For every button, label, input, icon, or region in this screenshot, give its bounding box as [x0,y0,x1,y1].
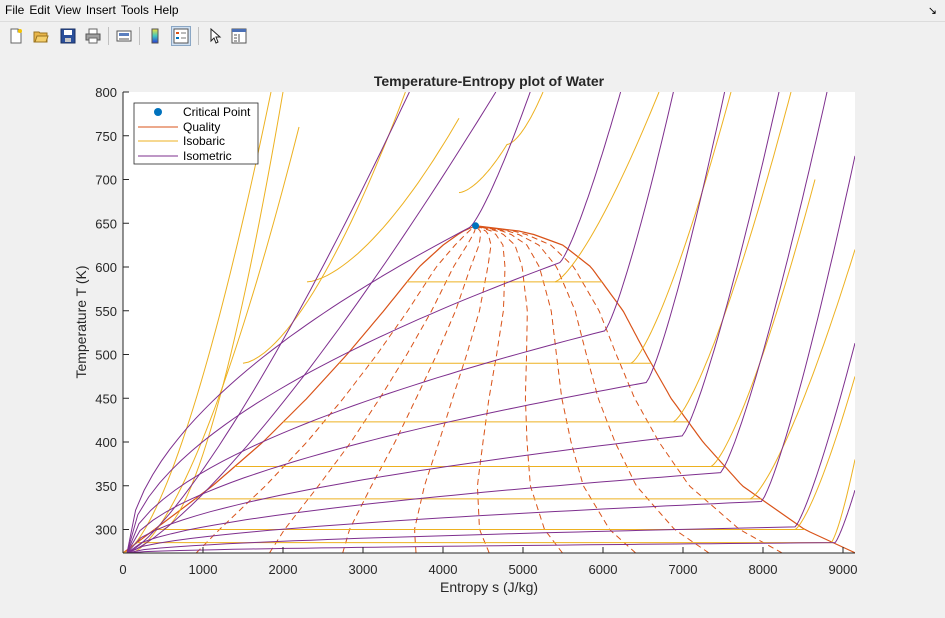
link-plot-icon[interactable] [114,26,134,46]
open-file-icon[interactable] [31,26,51,46]
print-icon[interactable] [83,26,103,46]
isometric-line [126,92,410,553]
toolbar [0,21,945,50]
isobar-vapor-line [830,459,855,543]
x-tick-label: 1000 [189,562,218,577]
isobar-vapor-line [554,92,660,283]
quality-line [475,225,710,553]
x-tick-label: 5000 [509,562,538,577]
x-tick-label: 7000 [669,562,698,577]
critical-point-marker [472,222,480,230]
toolbar-separator [198,27,199,45]
isometric-line [126,342,855,553]
legend-icon[interactable] [171,26,191,46]
y-tick-label: 500 [95,348,117,363]
legend-critical-point-marker [154,108,162,116]
colorbar-icon[interactable] [145,26,165,46]
x-tick-label: 6000 [589,562,618,577]
isobar-vapor-line [794,376,855,530]
y-tick-label: 800 [95,85,117,100]
quality-line [269,225,477,553]
y-tick-label: 300 [95,523,117,538]
x-tick-label: 0 [119,562,126,577]
isobar-liquid-line [306,118,460,283]
toolbar-separator [108,27,109,45]
legend-isometric-label: Isometric [183,149,232,163]
isobar-vapor-line [673,92,792,423]
new-figure-icon[interactable] [6,26,26,46]
y-tick-label: 750 [95,129,117,144]
y-tick-label: 650 [95,216,117,231]
isometric-line [126,489,855,553]
isobar-liquid-line [242,92,406,364]
isometric-line [126,92,726,553]
isobar-liquid-line [458,92,544,194]
toolbar-separator [139,27,140,45]
legend[interactable]: Critical Point Quality Isobaric Isometri… [133,102,259,165]
legend-quality-label: Quality [183,120,220,134]
menu-edit[interactable]: Edit [29,3,51,17]
x-axis-label: Entropy s (J/kg) [440,579,538,595]
isometric-line [126,155,855,553]
y-tick-label: 450 [95,391,117,406]
ts-chart: 0 1000 2000 3000 4000 5000 6000 7000 8000 9000 300… [73,73,858,595]
x-tick-label: 3000 [349,562,378,577]
y-tick-label: 350 [95,479,117,494]
isometric-line [126,92,674,553]
legend-critical-point-label: Critical Point [183,105,251,119]
x-tick-label: 8000 [749,562,778,577]
y-axis-label: Temperature T (K) [73,265,89,378]
y-tick-label: 700 [95,173,117,188]
figure-area: 0 1000 2000 3000 4000 5000 6000 7000 8000 9000 300… [0,49,945,618]
menu-view[interactable]: View [55,3,81,17]
quality-line [475,225,563,553]
isometric-line [126,92,622,553]
save-icon[interactable] [58,26,78,46]
x-tick-label: 4000 [429,562,458,577]
y-tick-label: 600 [95,260,117,275]
menubar: File Edit View Insert Tools Help ↘ [0,0,945,20]
x-tick-label: 2000 [269,562,298,577]
quality-line [342,225,482,553]
quality-line [195,225,476,553]
menu-help[interactable]: Help [153,3,179,17]
dock-arrow-icon[interactable]: ↘ [927,5,937,17]
chart-title: Temperature-Entropy plot of Water [374,73,605,89]
property-inspector-icon[interactable] [229,26,249,46]
menu-file[interactable]: File [5,3,25,17]
isometric-line [126,92,531,553]
quality-line [475,225,637,553]
y-tick-label: 550 [95,304,117,319]
menu-tools[interactable]: Tools [120,3,149,17]
isobar-vapor-line [630,92,732,364]
y-tick-label: 400 [95,435,117,450]
x-tick-label: 9000 [829,562,858,577]
isometric-line [126,92,497,553]
isometric-line [126,92,780,553]
pointer-icon[interactable] [204,26,224,46]
isometric-line [126,92,828,553]
isobar-vapor-line [749,249,855,500]
menu-insert[interactable]: Insert [85,3,116,17]
legend-isobaric-label: Isobaric [183,134,225,148]
